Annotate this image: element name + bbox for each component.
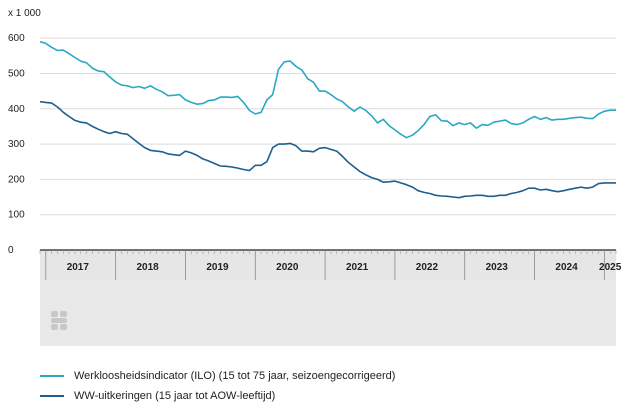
x-year-label: 2023 (486, 262, 509, 273)
x-year-label: 2025 (599, 262, 622, 273)
y-tick-label: 300 (8, 139, 25, 150)
series-line-1 (39, 100, 616, 199)
series-line-0 (39, 40, 616, 139)
x-axis: 2017 2018 2019 2020 2021 2022 2023 2024 2025 (39, 249, 622, 280)
x-year-label: 2022 (416, 262, 439, 273)
legend-swatch-ww (40, 395, 64, 397)
y-unit-label: x 1 000 (8, 8, 41, 19)
legend-label-ww: WW-uitkeringen (15 jaar tot AOW-leeftijd… (74, 390, 276, 402)
x-year-label: 2020 (276, 262, 299, 273)
x-year-label: 2021 (346, 262, 369, 273)
x-axis-band (40, 250, 616, 346)
legend-item-ww: WW-uitkeringen (15 jaar tot AOW-leeftijd… (40, 386, 395, 406)
y-tick-label: 0 (8, 245, 14, 256)
legend: Werkloosheidsindicator (ILO) (15 tot 75 … (40, 366, 395, 406)
legend-item-ilo: Werkloosheidsindicator (ILO) (15 tot 75 … (40, 366, 395, 386)
line-chart: x 1 000 0 100 200 300 400 500 600 2017 2018 2019… (8, 8, 622, 346)
y-tick-label: 400 (8, 104, 25, 115)
x-year-label: 2017 (67, 262, 90, 273)
x-axis-band-bg (40, 250, 616, 280)
grid-lines (40, 37, 616, 216)
logo-band-bg (40, 280, 616, 346)
y-axis-ticks: 0 100 200 300 400 500 600 (8, 33, 25, 256)
y-tick-label: 200 (8, 174, 25, 185)
legend-label-ilo: Werkloosheidsindicator (ILO) (15 tot 75 … (74, 370, 396, 382)
x-year-label: 2019 (206, 262, 229, 273)
series-lines (39, 40, 616, 199)
x-year-label: 2024 (555, 262, 578, 273)
y-tick-label: 600 (8, 33, 25, 44)
x-year-label: 2018 (137, 262, 160, 273)
legend-swatch-ilo (40, 375, 64, 377)
cbs-logo-icon (51, 311, 67, 330)
y-tick-label: 500 (8, 68, 25, 79)
y-tick-label: 100 (8, 210, 25, 221)
